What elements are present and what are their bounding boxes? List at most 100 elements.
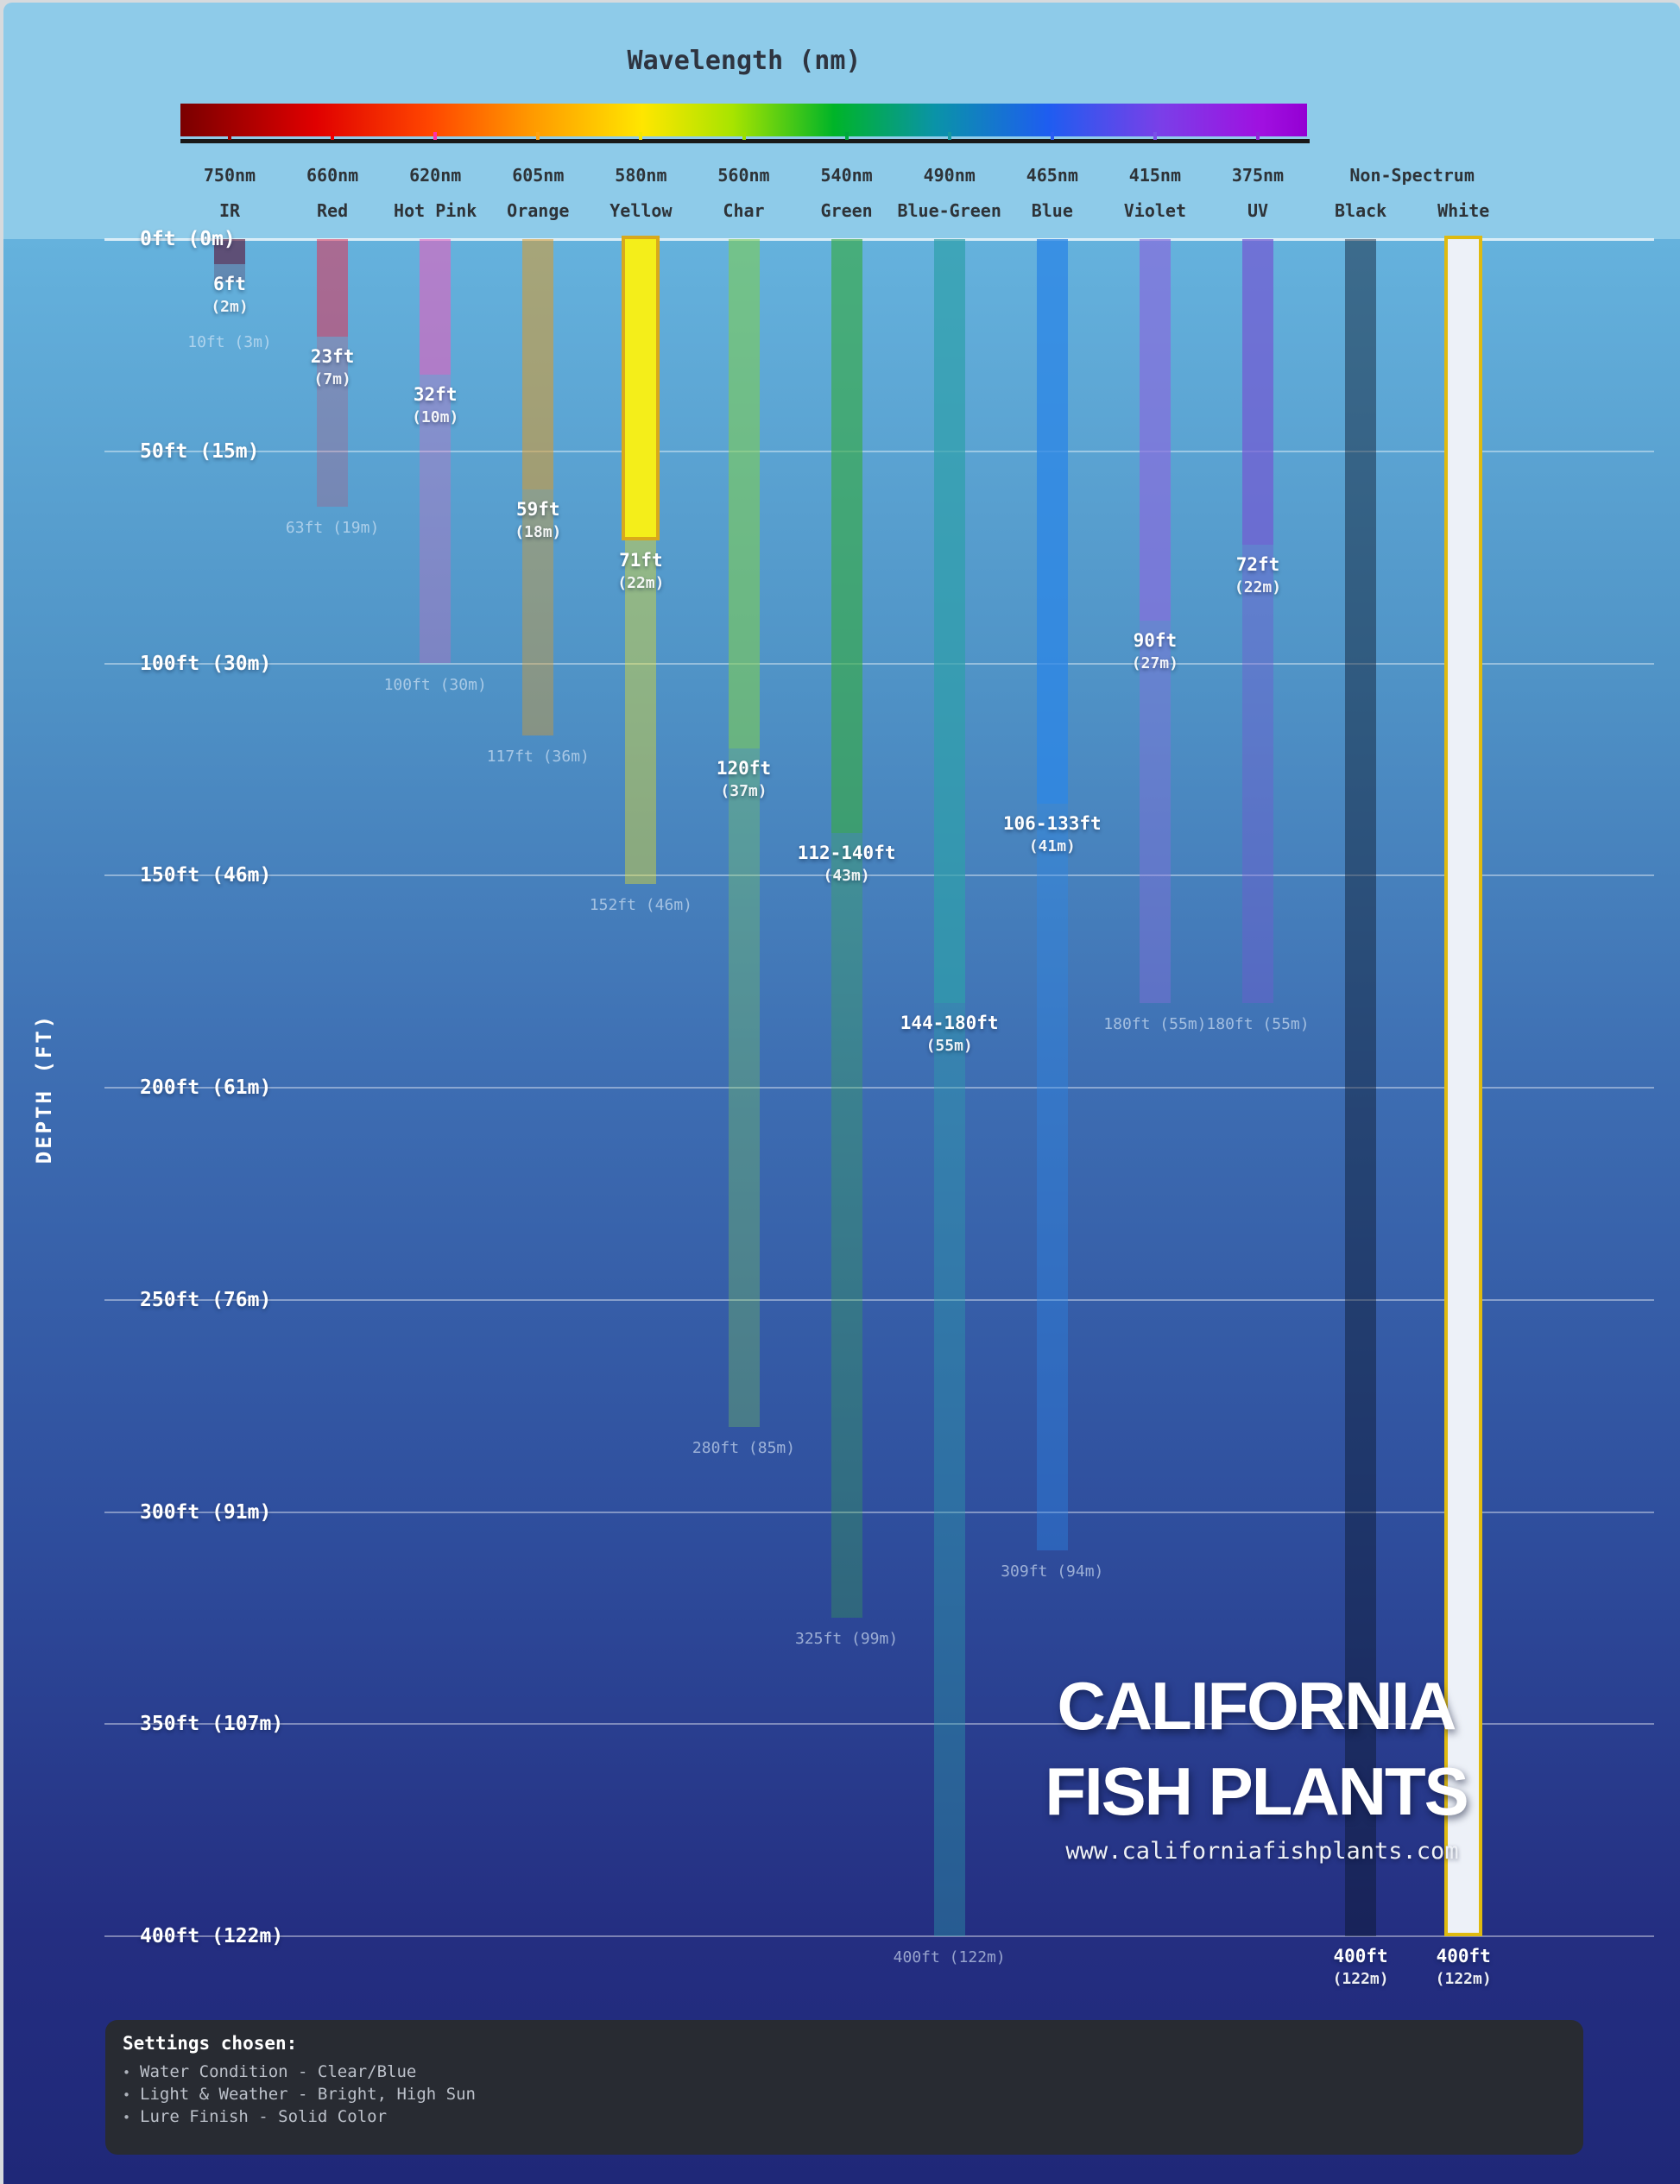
setting-lure-finish: Lure Finish - Solid Color bbox=[123, 2106, 1583, 2129]
spectrum-tick-char bbox=[742, 132, 746, 140]
bar-uv-solid bbox=[1242, 239, 1273, 545]
bar-label-violet-depth: 90ft bbox=[1133, 630, 1178, 652]
bar-blue-faded bbox=[1036, 803, 1068, 1550]
spectrum-tick-green bbox=[844, 132, 849, 140]
bar-green-faded bbox=[831, 833, 862, 1619]
bar-label-hot-pink-depth: 32ft bbox=[413, 384, 458, 406]
bar-yellow-faded bbox=[625, 540, 657, 885]
color-name-violet: Violet bbox=[1123, 200, 1187, 221]
gridline-200ft bbox=[104, 1087, 1654, 1089]
bar-label-blue-meters: (41m) bbox=[1028, 836, 1076, 855]
bar-label-black: 400ft (122m) bbox=[1333, 1945, 1389, 1990]
bar-black-solid bbox=[1345, 239, 1377, 1936]
color-name-orange: Orange bbox=[507, 200, 570, 221]
wavelength-label-blue: 465nm bbox=[1026, 165, 1078, 186]
bar-hot-pink-solid bbox=[420, 239, 452, 376]
wavelength-label-hot-pink: 620nm bbox=[409, 165, 462, 186]
color-name-white: White bbox=[1437, 200, 1490, 221]
bar-char-solid bbox=[728, 239, 760, 748]
bar-uv-faded bbox=[1242, 544, 1273, 1003]
bar-label-blue: 106-133ft (41m) bbox=[1003, 812, 1102, 857]
bar-label-char-depth: 120ft bbox=[716, 757, 772, 779]
gridline-50ft bbox=[104, 450, 1654, 452]
wavelength-label-uv: 375nm bbox=[1231, 165, 1285, 186]
bar-label-blue-depth: 106-133ft bbox=[1002, 812, 1102, 834]
bar-ir-solid bbox=[214, 239, 245, 265]
spectrum-tick-violet bbox=[1153, 132, 1157, 140]
watermark-logo: CALIFORNIA FISH PLANTS bbox=[990, 1663, 1522, 1834]
color-name-uv: UV bbox=[1247, 200, 1269, 221]
bar-faded-label-ir: 10ft (3m) bbox=[187, 333, 272, 352]
bar-label-white-meters: (122m) bbox=[1435, 1970, 1492, 1988]
color-name-red: Red bbox=[317, 200, 349, 221]
color-name-blue-green: Blue-Green bbox=[897, 200, 1001, 221]
bar-label-uv: 72ft (22m) bbox=[1235, 553, 1281, 598]
depth-chart-card: 0ft (0m) 50ft (15m) 100ft (30m) 150ft (46m)… bbox=[3, 3, 1680, 2184]
wavelength-label-red: 660nm bbox=[306, 165, 359, 186]
bar-faded-label-uv: 180ft (55m) bbox=[1206, 1014, 1310, 1033]
bar-label-blue-green-depth: 144-180ft bbox=[900, 1012, 999, 1033]
bar-label-hot-pink-meters: (10m) bbox=[412, 408, 459, 427]
bar-label-orange-depth: 59ft bbox=[516, 498, 560, 520]
bar-label-hot-pink: 32ft (10m) bbox=[412, 383, 458, 428]
wavelength-label-black: Non-Spectrum bbox=[1349, 165, 1475, 186]
gridline-100ft bbox=[104, 662, 1654, 665]
bar-hot-pink-faded bbox=[420, 375, 452, 664]
bar-label-red: 23ft (7m) bbox=[311, 345, 355, 390]
wavelength-label-green: 540nm bbox=[820, 165, 873, 186]
bar-label-black-meters: (122m) bbox=[1332, 1970, 1389, 1988]
bar-label-char: 120ft (37m) bbox=[717, 757, 771, 802]
gridline-350ft bbox=[104, 1723, 1654, 1726]
bar-label-violet-meters: (27m) bbox=[1131, 654, 1178, 673]
bar-label-orange-meters: (18m) bbox=[515, 522, 562, 541]
bar-faded-label-hot-pink: 100ft (30m) bbox=[383, 675, 487, 694]
spectrum-tick-ir bbox=[228, 132, 231, 140]
spectrum-gradient-bar bbox=[180, 104, 1307, 136]
bar-blue-green-faded bbox=[933, 1002, 965, 1936]
depth-label-350ft: 350ft (107m) bbox=[140, 1713, 284, 1736]
gridline-150ft bbox=[104, 874, 1654, 877]
bar-yellow-solid bbox=[622, 236, 660, 540]
color-name-yellow: Yellow bbox=[609, 200, 673, 221]
depth-label-200ft: 200ft (61m) bbox=[140, 1076, 272, 1099]
gridline-250ft bbox=[104, 1298, 1654, 1301]
spectrum-tick-red bbox=[331, 132, 335, 140]
bar-blue-solid bbox=[1036, 239, 1068, 804]
bar-faded-label-violet: 180ft (55m) bbox=[1103, 1014, 1207, 1033]
spectrum-tick-blue bbox=[1050, 132, 1054, 140]
bar-label-green: 112-140ft (43m) bbox=[798, 842, 896, 887]
bar-faded-label-blue: 309ft (94m) bbox=[1001, 1562, 1104, 1581]
wavelength-header: Wavelength (nm) 750nm IR 660nm Red 620nm Hot … bbox=[3, 3, 1680, 239]
watermark-line2: FISH PLANTS bbox=[1045, 1753, 1468, 1829]
settings-panel: Settings chosen: Water Condition - Clear… bbox=[105, 2020, 1583, 2155]
wavelength-label-yellow: 580nm bbox=[615, 165, 667, 186]
bar-label-white-depth: 400ft bbox=[1436, 1946, 1491, 1966]
bar-faded-label-red: 63ft (19m) bbox=[285, 518, 380, 537]
bar-red-solid bbox=[317, 239, 349, 338]
bar-label-char-meters: (37m) bbox=[720, 781, 767, 800]
spectrum-tick-orange bbox=[536, 132, 540, 140]
bar-ir-faded bbox=[214, 264, 245, 282]
bar-red-faded bbox=[317, 337, 349, 507]
bar-label-yellow-depth: 71ft bbox=[619, 549, 663, 571]
bar-faded-label-green: 325ft (99m) bbox=[794, 1630, 899, 1649]
depth-label-0ft: 0ft (0m) bbox=[140, 228, 236, 250]
chart-area: 0ft (0m) 50ft (15m) 100ft (30m) 150ft (46m)… bbox=[3, 3, 1680, 2184]
bar-violet-solid bbox=[1139, 239, 1171, 622]
color-name-black: Black bbox=[1334, 200, 1387, 221]
color-name-green: Green bbox=[820, 200, 873, 221]
bar-faded-label-blue-green: 400ft (122m) bbox=[893, 1948, 1006, 1966]
bar-label-black-depth: 400ft bbox=[1333, 1946, 1388, 1966]
bar-label-blue-green: 144-180ft (55m) bbox=[900, 1012, 999, 1057]
bar-label-yellow-meters: (22m) bbox=[617, 573, 665, 592]
bar-blue-green-solid bbox=[933, 239, 965, 1003]
bar-label-white: 400ft (122m) bbox=[1436, 1945, 1492, 1990]
spectrum-tick-hot-pink bbox=[433, 132, 438, 140]
spectrum-tick-yellow bbox=[639, 132, 643, 140]
watermark-line1: CALIFORNIA bbox=[1057, 1668, 1457, 1744]
wavelength-label-orange: 605nm bbox=[512, 165, 565, 186]
depth-label-400ft: 400ft (122m) bbox=[140, 1925, 284, 1947]
spectrum-tick-blue-green bbox=[947, 132, 951, 140]
depth-label-300ft: 300ft (91m) bbox=[140, 1500, 272, 1524]
bar-label-red-depth: 23ft bbox=[310, 346, 355, 368]
